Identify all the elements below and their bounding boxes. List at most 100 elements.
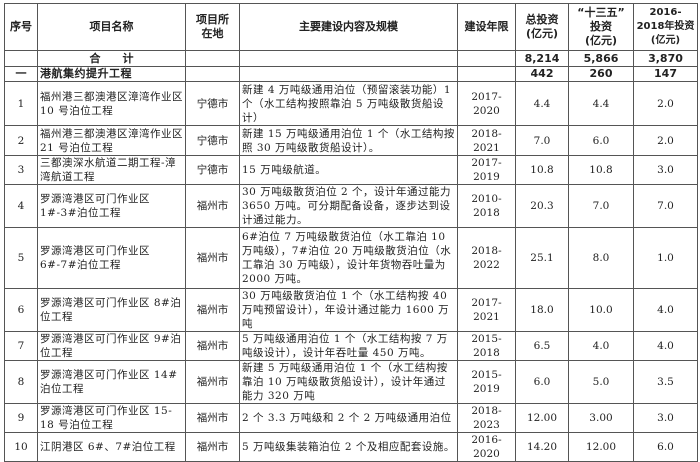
table-row: 6 罗源湾港区可门作业区 8#泊位工程 福州市 30 万吨级散货泊位 1 个（水工结构… <box>4 288 698 332</box>
investment-2016-2018: 4.0 <box>633 331 698 361</box>
project-name: 罗源湾港区可门作业区 1#-3#泊位工程 <box>37 184 186 228</box>
header-fyp: “十三五” 投资 (亿元) <box>568 3 634 51</box>
row-no: 3 <box>4 155 38 185</box>
header-content: 主要建设内容及规模 <box>239 3 458 51</box>
fyp-investment: 6.0 <box>568 125 634 156</box>
row-no: 5 <box>4 227 38 289</box>
construction-years: 2018-2021 <box>457 125 516 156</box>
investment-2016-2018: 4.0 <box>633 288 698 332</box>
row-no: 4 <box>4 184 38 228</box>
table-row: 10 江阴港区 6#、7#泊位工程 福州市 5 万吨级集装箱泊位 2 个及相应配套设施… <box>4 432 698 462</box>
investment-table: 序号 项目名称 项目所在地 主要建设内容及规模 建设年限 总投资(亿元) “十三… <box>4 3 698 462</box>
project-location: 福州市 <box>185 331 240 361</box>
total-investment: 25.1 <box>515 227 569 289</box>
investment-2016-2018: 1.0 <box>633 227 698 289</box>
section-2016-2018: 147 <box>633 66 698 82</box>
investment-2016-2018: 3.5 <box>633 360 698 404</box>
row-no: 9 <box>4 403 38 433</box>
fyp-investment: 8.0 <box>568 227 634 289</box>
section-no: 一 <box>4 66 38 82</box>
section-fyp: 260 <box>568 66 634 82</box>
fyp-investment: 4.0 <box>568 331 634 361</box>
total-row: 合 计 8,214 5,866 3,870 <box>4 50 698 67</box>
header-row: 序号 项目名称 项目所在地 主要建设内容及规模 建设年限 总投资(亿元) “十三… <box>4 3 698 51</box>
project-name: 三都澳深水航道二期工程-漳湾航道工程 <box>37 155 186 185</box>
project-location: 福州市 <box>185 432 240 462</box>
project-content: 2 个 3.3 万吨级和 2 个 2 万吨级通用泊位 <box>239 403 458 433</box>
construction-years: 2017-2020 <box>457 81 516 126</box>
investment-2016-2018: 6.0 <box>633 432 698 462</box>
project-name: 罗源湾港区可门作业区 6#-7#泊位工程 <box>37 227 186 289</box>
row-no: 2 <box>4 125 38 156</box>
total-label: 合 计 <box>37 50 186 67</box>
fyp-investment: 3.00 <box>568 403 634 433</box>
total-investment: 10.8 <box>515 155 569 185</box>
total-investment: 4.4 <box>515 81 569 126</box>
table-row: 2 福州港三都澳港区漳湾作业区 21 号泊位工程 宁德市 新建 15 万吨级通用泊位 … <box>4 125 698 156</box>
construction-years: 2017-2019 <box>457 155 516 185</box>
construction-years: 2015-2019 <box>457 360 516 404</box>
investment-2016-2018: 7.0 <box>633 184 698 228</box>
fyp-investment: 10.8 <box>568 155 634 185</box>
project-content: 30 万吨级散货泊位 2 个，设计年通过能力 3650 万吨。可分期配备设备，逐… <box>239 184 458 228</box>
total-investment: 8,214 <box>515 50 569 67</box>
project-location: 福州市 <box>185 360 240 404</box>
construction-years: 2016-2020 <box>457 432 516 462</box>
header-location: 项目所在地 <box>185 3 240 51</box>
project-location: 宁德市 <box>185 81 240 126</box>
construction-years: 2018-2023 <box>457 403 516 433</box>
section-row: 一 港航集约提升工程 442 260 147 <box>4 66 698 82</box>
project-name: 江阴港区 6#、7#泊位工程 <box>37 432 186 462</box>
header-years: 建设年限 <box>457 3 516 51</box>
total-investment: 18.0 <box>515 288 569 332</box>
total-investment: 14.20 <box>515 432 569 462</box>
header-2016-2018: 2016-2018年投资(亿元) <box>633 3 698 51</box>
project-name: 罗源湾港区可门作业区 14#泊位工程 <box>37 360 186 404</box>
fyp-investment: 10.0 <box>568 288 634 332</box>
table-row: 1 福州港三都澳港区漳湾作业区 10 号泊位工程 宁德市 新建 4 万吨级通用泊位（预… <box>4 81 698 126</box>
project-name: 福州港三都澳港区漳湾作业区 21 号泊位工程 <box>37 125 186 156</box>
table-row: 4 罗源湾港区可门作业区 1#-3#泊位工程 福州市 30 万吨级散货泊位 2 个，设… <box>4 184 698 228</box>
row-no: 1 <box>4 81 38 126</box>
construction-years: 2018-2022 <box>457 227 516 289</box>
table-row: 5 罗源湾港区可门作业区 6#-7#泊位工程 福州市 6#泊位 7 万吨级散货泊位（水… <box>4 227 698 289</box>
investment-2016-2018: 2.0 <box>633 125 698 156</box>
row-no: 8 <box>4 360 38 404</box>
project-content: 新建 4 万吨级通用泊位（预留滚装功能）1 个（水工结构按照靠泊 5 万吨级散货… <box>239 81 458 126</box>
project-name: 罗源湾港区可门作业区 8#泊位工程 <box>37 288 186 332</box>
fyp-investment: 5.0 <box>568 360 634 404</box>
table-row: 3 三都澳深水航道二期工程-漳湾航道工程 宁德市 15 万吨级航道。 2017-2019… <box>4 155 698 185</box>
project-location: 宁德市 <box>185 125 240 156</box>
project-name: 罗源湾港区可门作业区 15-18 号泊位工程 <box>37 403 186 433</box>
project-location: 福州市 <box>185 184 240 228</box>
total-investment: 12.00 <box>515 403 569 433</box>
total-investment: 6.5 <box>515 331 569 361</box>
construction-years: 2015-2018 <box>457 331 516 361</box>
project-content: 新建 15 万吨级通用泊位 1 个（水工结构按照 30 万吨级散货船设计）。 <box>239 125 458 156</box>
header-total: 总投资(亿元) <box>515 3 569 51</box>
project-content: 5 万吨级集装箱泊位 2 个及相应配套设施。 <box>239 432 458 462</box>
project-name: 罗源湾港区可门作业区 9#泊位工程 <box>37 331 186 361</box>
row-no: 6 <box>4 288 38 332</box>
project-location: 宁德市 <box>185 155 240 185</box>
total-investment: 6.0 <box>515 360 569 404</box>
construction-years: 2010-2018 <box>457 184 516 228</box>
fyp-investment: 7.0 <box>568 184 634 228</box>
fyp-investment: 12.00 <box>568 432 634 462</box>
project-content: 6#泊位 7 万吨级散货泊位（水工靠泊 10 万吨级），7#泊位 20 万吨级散… <box>239 227 458 289</box>
row-no: 7 <box>4 331 38 361</box>
total-fyp: 5,866 <box>568 50 634 67</box>
header-no: 序号 <box>4 3 38 51</box>
project-content: 新建 5 万吨级通用泊位 1 个（水工结构按靠泊 10 万吨级散货船设计），设计… <box>239 360 458 404</box>
row-no: 10 <box>4 432 38 462</box>
project-content: 15 万吨级航道。 <box>239 155 458 185</box>
investment-2016-2018: 2.0 <box>633 81 698 126</box>
section-label: 港航集约提升工程 <box>37 66 186 82</box>
total-investment: 7.0 <box>515 125 569 156</box>
fyp-investment: 4.4 <box>568 81 634 126</box>
header-total-text: 总投资(亿元) <box>525 13 559 40</box>
project-name: 福州港三都澳港区漳湾作业区 10 号泊位工程 <box>37 81 186 126</box>
project-location: 福州市 <box>185 227 240 289</box>
project-content: 30 万吨级散货泊位 1 个（水工结构按 40 万吨预留设计），年设计通过能力 … <box>239 288 458 332</box>
construction-years: 2017-2021 <box>457 288 516 332</box>
